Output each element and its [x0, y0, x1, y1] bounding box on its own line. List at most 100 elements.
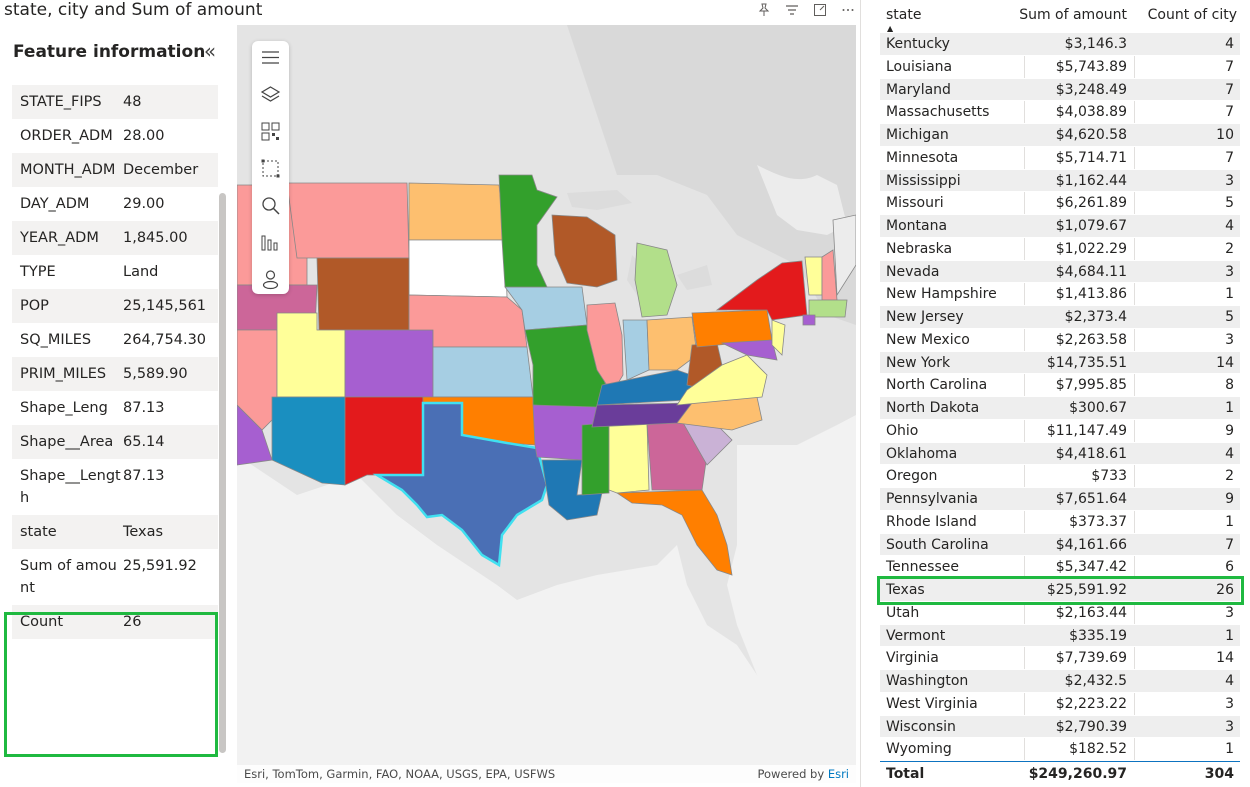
table-visual: state ▲ Sum of amount Count of city Kent… — [872, 0, 1250, 787]
feature-key: TYPE — [20, 264, 56, 280]
cell-state: Rhode Island — [886, 513, 977, 530]
table-row[interactable]: Oklahoma $4,418.61 4 — [880, 442, 1240, 466]
cell-count-of-city: 1 — [1225, 400, 1234, 416]
esri-link[interactable]: Esri — [827, 767, 849, 781]
feature-row: MONTH_ADM December — [12, 153, 218, 187]
table-row[interactable]: Pennsylvania $7,651.64 9 — [880, 488, 1240, 511]
cell-state: Missouri — [886, 195, 944, 212]
cell-count-of-city: 7 — [1225, 81, 1234, 98]
column-header-state[interactable]: state — [886, 7, 922, 23]
cell-count-of-city: 4 — [1225, 36, 1234, 52]
panel-scrollbar[interactable] — [219, 193, 226, 753]
layers-icon[interactable] — [260, 84, 281, 105]
cell-sum-of-amount: $11,147.49 — [1046, 422, 1127, 439]
table-row[interactable]: New Mexico $2,263.58 3 — [880, 329, 1240, 352]
table-row[interactable]: Nebraska $1,022.29 2 — [880, 238, 1240, 261]
feature-key: Count — [20, 614, 64, 630]
table-row[interactable]: Massachusetts $4,038.89 7 — [880, 101, 1240, 124]
feature-highlight-box — [4, 612, 218, 757]
rectangle-select-icon[interactable] — [260, 158, 281, 179]
feature-key: state — [20, 524, 57, 540]
table-row[interactable]: New Hampshire $1,413.86 1 — [880, 283, 1240, 306]
table-row[interactable]: South Carolina $4,161.66 7 — [880, 533, 1240, 557]
total-count: 304 — [1204, 766, 1234, 782]
table-row[interactable]: West Virginia $2,223.22 3 — [880, 693, 1240, 716]
table-row[interactable]: Vermont $335.19 1 — [880, 624, 1240, 648]
cell-sum-of-amount: $7,739.69 — [1055, 650, 1127, 667]
filter-icon[interactable] — [784, 3, 800, 19]
cell-sum-of-amount: $4,620.58 — [1055, 127, 1127, 143]
table-row[interactable]: New York $14,735.51 14 — [880, 351, 1240, 375]
table-row[interactable]: Michigan $4,620.58 10 — [880, 124, 1240, 147]
cell-sum-of-amount: $1,022.29 — [1055, 240, 1127, 257]
table-row[interactable]: Utah $2,163.44 3 — [880, 602, 1240, 625]
cell-sum-of-amount: $2,223.22 — [1055, 695, 1127, 712]
table-row[interactable]: Montana $1,079.67 4 — [880, 215, 1240, 238]
table-row[interactable]: Wisconsin $2,790.39 3 — [880, 715, 1240, 739]
table-row[interactable]: Maryland $3,248.49 7 — [880, 78, 1240, 102]
cell-sum-of-amount: $5,347.42 — [1055, 559, 1127, 576]
feature-row: PRIM_MILES 5,589.90 — [12, 357, 218, 391]
table-row[interactable]: Ohio $11,147.49 9 — [880, 420, 1240, 443]
column-header-count-of-city[interactable]: Count of city — [1147, 7, 1237, 23]
cell-state: Virginia — [886, 650, 939, 667]
table-row[interactable]: Wyoming $182.52 1 — [880, 738, 1240, 761]
feature-row: STATE_FIPS 48 — [12, 85, 218, 119]
visual-divider — [860, 0, 861, 787]
cell-state: Oklahoma — [886, 445, 958, 462]
person-icon[interactable] — [260, 269, 281, 290]
cell-count-of-city: 10 — [1216, 127, 1234, 143]
feature-value: 1,845.00 — [123, 230, 188, 246]
table-row[interactable]: Washington $2,432.5 4 — [880, 670, 1240, 693]
cell-count-of-city: 3 — [1225, 263, 1234, 280]
cell-count-of-city: 9 — [1225, 422, 1234, 439]
cell-sum-of-amount: $2,373.4 — [1064, 309, 1127, 325]
cell-count-of-city: 6 — [1225, 559, 1234, 576]
qr-select-icon[interactable] — [260, 121, 281, 142]
table-row[interactable]: Nevada $4,684.11 3 — [880, 260, 1240, 284]
feature-value: 29.00 — [123, 196, 165, 212]
cell-count-of-city: 3 — [1225, 604, 1234, 621]
column-header-sum-of-amount[interactable]: Sum of amount — [1019, 7, 1127, 23]
feature-key: Sum of amount — [20, 558, 117, 596]
table-row[interactable]: Louisiana $5,743.89 7 — [880, 56, 1240, 79]
cell-sum-of-amount: $1,413.86 — [1055, 286, 1127, 303]
table-row[interactable]: Rhode Island $373.37 1 — [880, 511, 1240, 534]
feature-value: Texas — [123, 524, 164, 540]
menu-icon[interactable] — [260, 47, 281, 68]
table-row[interactable]: Oregon $733 2 — [880, 465, 1240, 488]
us-state-map[interactable] — [237, 25, 856, 783]
table-row[interactable]: North Dakota $300.67 1 — [880, 397, 1240, 420]
cell-sum-of-amount: $4,161.66 — [1055, 536, 1127, 553]
cell-sum-of-amount: $4,038.89 — [1055, 104, 1127, 121]
feature-row: Sum of amount 25,591.92 — [12, 549, 218, 605]
double-chevron-left-icon[interactable]: « — [203, 39, 217, 63]
table-row[interactable]: Virginia $7,739.69 14 — [880, 647, 1240, 670]
map-canvas[interactable] — [237, 25, 856, 783]
feature-rows: STATE_FIPS 48 ORDER_ADM 28.00 MONTH_ADM Decem… — [12, 85, 218, 639]
focus-mode-icon[interactable] — [812, 3, 828, 19]
table-row[interactable]: Missouri $6,261.89 5 — [880, 192, 1240, 215]
cell-state: Wyoming — [886, 741, 952, 758]
cell-count-of-city: 5 — [1225, 309, 1234, 325]
cell-sum-of-amount: $2,432.5 — [1064, 673, 1127, 689]
feature-key: Shape__Length — [20, 468, 121, 506]
feature-key: Shape__Area — [20, 434, 114, 450]
pin-icon[interactable] — [756, 3, 772, 19]
table-row[interactable]: Kentucky $3,146.3 4 — [880, 33, 1240, 56]
cell-state: Vermont — [886, 627, 946, 644]
search-icon[interactable] — [260, 195, 281, 216]
cell-sum-of-amount: $373.37 — [1069, 513, 1127, 530]
cell-count-of-city: 9 — [1225, 491, 1234, 507]
table-row[interactable]: Minnesota $5,714.71 7 — [880, 147, 1240, 170]
table-row[interactable]: North Carolina $7,995.85 8 — [880, 374, 1240, 397]
table-row[interactable]: New Jersey $2,373.4 5 — [880, 306, 1240, 329]
cell-state: South Carolina — [886, 536, 989, 553]
cell-sum-of-amount: $4,684.11 — [1055, 263, 1127, 280]
table-row[interactable]: Mississippi $1,162.44 3 — [880, 169, 1240, 193]
chart-icon[interactable] — [260, 232, 281, 253]
feature-key: ORDER_ADM — [20, 128, 113, 144]
cell-count-of-city: 14 — [1216, 650, 1234, 667]
table-row[interactable]: Texas $25,591.92 26 — [880, 579, 1240, 602]
more-options-icon[interactable] — [840, 3, 856, 19]
